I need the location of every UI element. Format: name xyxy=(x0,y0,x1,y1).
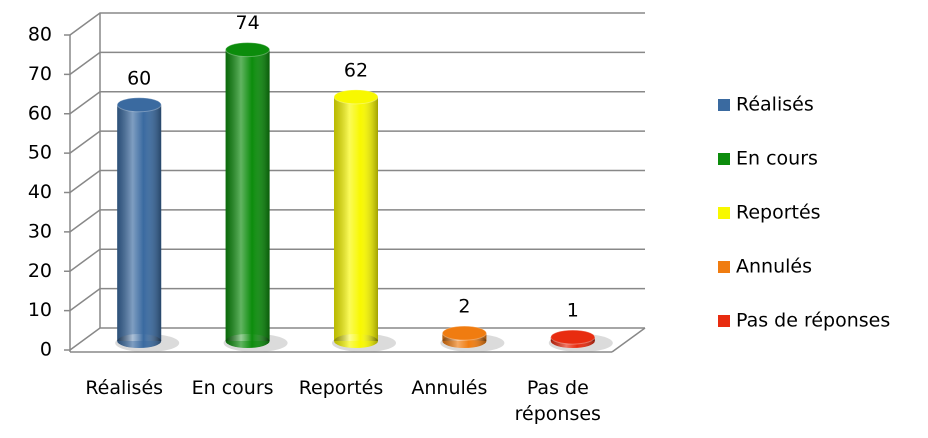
y-tick-label: 10 xyxy=(28,299,52,321)
legend-label: Annulés xyxy=(736,256,812,278)
data-label: 1 xyxy=(567,300,579,322)
legend-swatch xyxy=(718,207,730,219)
y-tick-label: 50 xyxy=(28,142,52,164)
legend-swatch xyxy=(718,153,730,165)
y-tick-label: 80 xyxy=(28,24,52,46)
bar-cap xyxy=(441,325,487,341)
floor-edge xyxy=(611,327,646,353)
y-tick-label: 30 xyxy=(28,220,52,242)
legend-label: Reportés xyxy=(736,202,821,224)
x-tick-label: Pas de réponses xyxy=(514,377,601,425)
y-tick-label: 70 xyxy=(28,63,52,85)
x-tick-label: Reportés xyxy=(298,377,384,399)
bar-shine xyxy=(117,334,162,348)
y-tick-label: 60 xyxy=(28,102,52,124)
grid-line xyxy=(69,169,645,194)
bar-cap xyxy=(116,97,162,113)
bar-shine xyxy=(334,96,378,341)
legend-label: Pas de réponses xyxy=(736,310,890,332)
bar-cap xyxy=(225,42,271,58)
y-tick-label: 0 xyxy=(40,339,52,361)
bar-shine xyxy=(334,334,378,348)
grid-line xyxy=(69,209,645,233)
grid-line xyxy=(69,248,645,272)
grid-line xyxy=(69,287,645,312)
legend-label: En cours xyxy=(736,148,818,170)
data-label: 74 xyxy=(236,12,260,34)
grid-line xyxy=(69,91,645,115)
x-tick-label: En cours xyxy=(191,377,274,399)
bar-cap xyxy=(550,329,596,345)
data-label: 2 xyxy=(458,296,470,318)
bar-cap xyxy=(333,89,379,105)
legend-label: Réalisés xyxy=(736,94,814,116)
legend-swatch xyxy=(718,261,730,273)
y-tick-label: 40 xyxy=(28,181,52,203)
grid-line xyxy=(69,51,645,75)
y-tick-label: 20 xyxy=(28,260,52,282)
data-label: 62 xyxy=(344,59,368,81)
bar-shine xyxy=(225,334,270,348)
legend-swatch xyxy=(718,99,730,111)
legend-swatch xyxy=(718,315,730,327)
bar-shine xyxy=(225,49,270,341)
bar-shine xyxy=(117,104,162,341)
grid-line xyxy=(69,12,645,36)
data-label: 60 xyxy=(127,67,151,89)
x-tick-label: Réalisés xyxy=(85,377,164,399)
x-tick-label: Annulés xyxy=(411,377,488,399)
grid-line xyxy=(69,130,645,154)
